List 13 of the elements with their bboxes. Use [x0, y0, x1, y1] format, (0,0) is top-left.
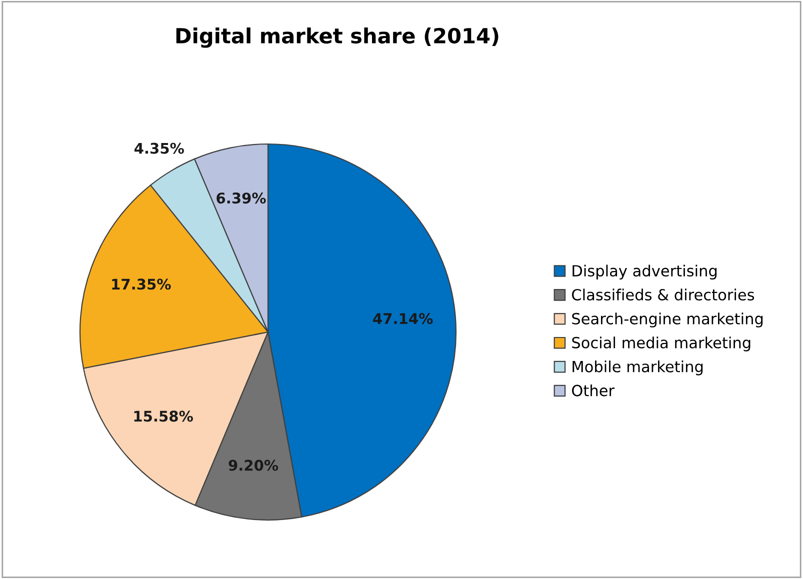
legend-label: Display advertising — [572, 264, 717, 280]
legend-label: Social media marketing — [572, 336, 750, 352]
legend-label: Mobile marketing — [572, 360, 703, 376]
legend-label: Search-engine marketing — [572, 312, 763, 328]
legend-label: Other — [572, 384, 615, 396]
data-label: 17.35% — [112, 278, 171, 290]
data-label: 47.14% — [373, 313, 433, 324]
data-label: 9.20% — [228, 460, 278, 471]
data-label: 4.35% — [134, 142, 184, 154]
chart-title: Digital market share (2014) — [176, 27, 498, 48]
data-label: 6.39% — [216, 192, 266, 204]
legend-label: Classifieds & directories — [572, 288, 754, 301]
data-label: 15.58% — [134, 410, 193, 422]
